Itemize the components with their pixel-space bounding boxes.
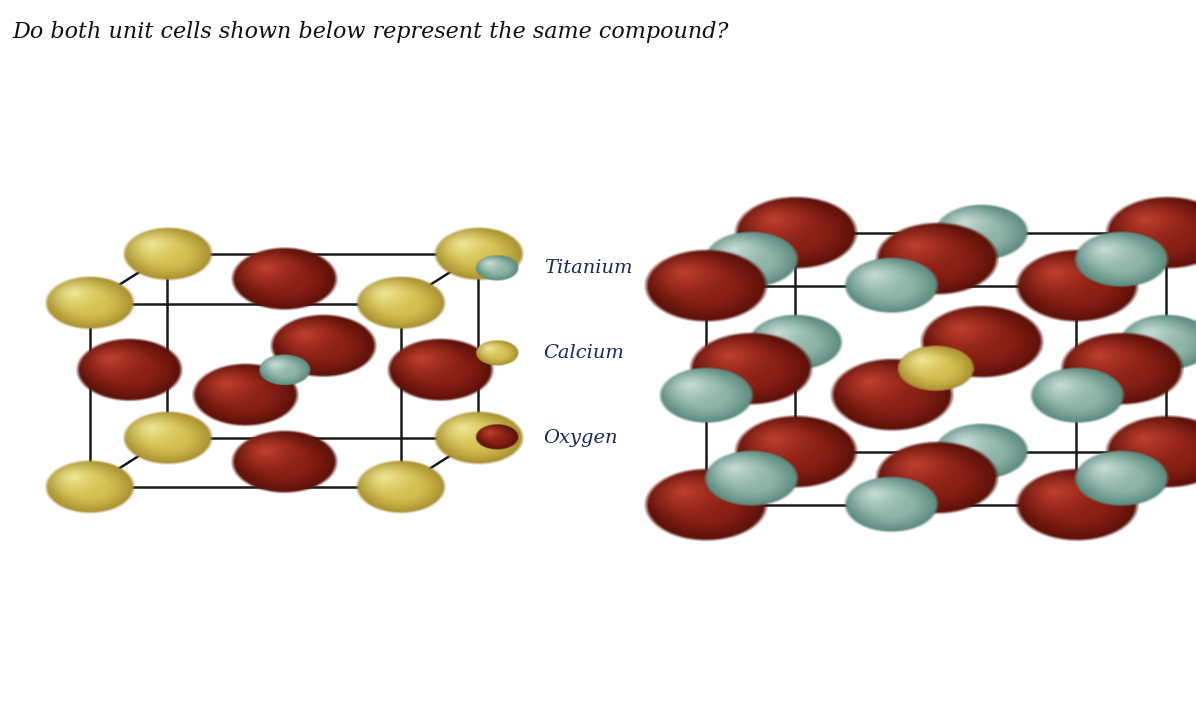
Text: Oxygen: Oxygen [544, 429, 618, 447]
Text: Titanium: Titanium [544, 259, 633, 277]
Text: Do both unit cells shown below represent the same compound?: Do both unit cells shown below represent… [12, 21, 728, 43]
Text: Calcium: Calcium [544, 344, 624, 362]
